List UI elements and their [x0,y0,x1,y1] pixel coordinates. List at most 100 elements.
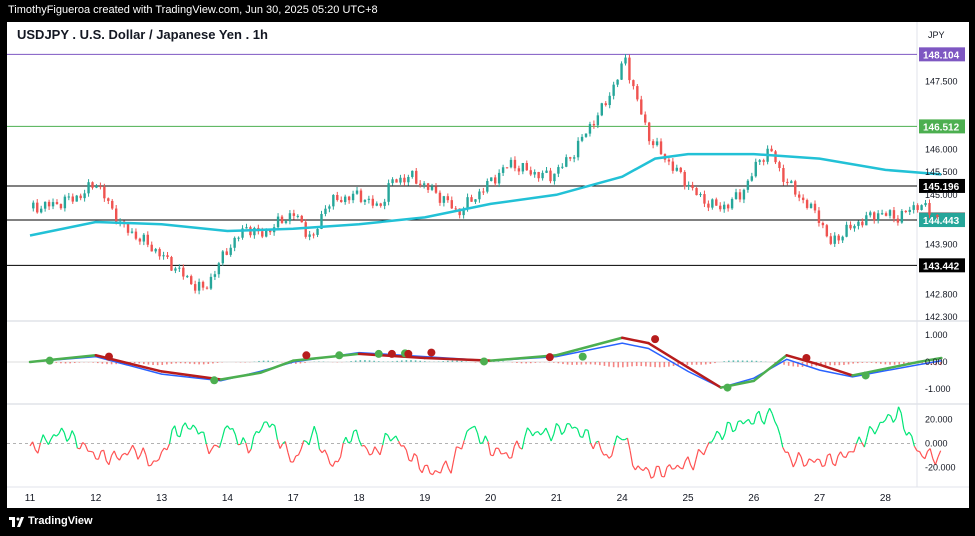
oscillator-segment [313,425,318,435]
candle-body [403,177,406,183]
cross-marker [545,353,554,362]
cross-marker [104,352,113,361]
oscillator-segment [42,434,47,441]
oscillator-segment [729,422,734,432]
candle-body [154,249,157,252]
candle-body [71,196,74,202]
candle-body [395,179,398,183]
oscillator-segment [53,434,57,437]
macd-histogram-bar [55,362,58,363]
chart-canvas[interactable]: 148.104146.512145.196144.443143.442144.4… [7,22,969,508]
oscillator-segment [111,450,115,456]
candle-body [253,227,256,236]
macd-histogram-bar [884,362,887,365]
macd-histogram-bar [373,360,375,362]
macd-histogram-bar [774,362,776,363]
candle-body [178,267,181,269]
candle-body [430,186,434,190]
macd-histogram-bar [870,362,873,363]
candle-body [900,210,904,223]
oscillator-segment [871,428,876,435]
candle-body [351,193,355,201]
candle-body [509,159,513,168]
candle-body [758,160,761,162]
axes: 11 12 13 14 17 18 19 20 21 24 25 26 27 28 142.300 142.8… [25,77,958,504]
macd-histogram-bar [405,360,408,362]
macd-histogram-bar [723,361,725,362]
macd-histogram-bar [479,362,481,363]
oscillator-segment [68,430,73,439]
candle-body [316,228,319,235]
oscillator-segment [316,434,321,450]
oscillator-segment [137,454,142,460]
candle-body [750,176,754,181]
oscillator-segment [503,452,507,455]
oscillator-segment [629,450,634,466]
oscillator-segment [261,421,265,429]
candle-body [454,208,457,210]
oscillator-segment [805,458,810,466]
price-axis-tick-label: 142.800 [925,289,958,299]
macd-histogram-bar [806,362,808,367]
candle-body [63,196,67,209]
macd-histogram-bar [364,360,366,362]
candle-body [482,191,485,193]
oscillator-segment [876,422,881,429]
cross-marker [427,348,436,357]
candle-body [379,203,382,206]
time-axis-tick-label: 25 [682,493,694,504]
oscillator-segment [29,441,34,447]
candle-body [221,251,224,264]
macd-histogram-bar [792,362,795,367]
candle-body [857,221,860,226]
oscillator-segment [71,430,76,437]
moving-average-line [29,152,942,237]
time-axis-tick-label: 13 [156,493,168,504]
oscillator-segment [905,431,910,436]
candle-body [565,157,568,167]
price-axis-tick-label: 143.900 [925,240,958,250]
oscillator-segment [113,450,118,458]
macd-histogram-bar [419,360,421,362]
oscillator-segment [432,470,436,475]
oscillator-segment [153,460,157,462]
candle-body [805,200,809,208]
oscillator-segment [187,427,191,430]
cross-marker [302,351,311,360]
candle-body [486,180,489,192]
candle-body [347,196,351,201]
cross-marker [374,349,383,358]
candle-body [557,167,560,174]
macd-histogram-bar [594,362,597,365]
oscillator-segment [379,444,384,456]
macd-histogram-bar [175,362,177,364]
candle-body [813,203,817,211]
candle-body [300,215,303,223]
candle-body [497,172,501,184]
candle-body [825,225,829,237]
candle-body [174,268,177,271]
candle-body [233,237,236,248]
oscillator-segment [526,427,531,432]
level-label: 143.442 [923,261,960,272]
candle-body [415,170,418,184]
chart-panel[interactable]: 148.104146.512145.196144.443143.442144.4… [7,22,969,508]
signal-line-segment [647,341,690,369]
oscillator-segment [571,426,576,429]
candle-body [241,228,244,238]
candle-body [407,176,410,183]
candle-body [490,177,493,181]
oscillator-segment [666,464,671,468]
oscillator-segment [256,430,260,434]
candle-body [383,201,386,206]
macd-histogram-bar [96,362,99,364]
price-axis-tick-label: 146.000 [925,145,958,155]
candle-body [821,222,825,226]
oscillator-segment [626,437,631,451]
candle-body [580,136,584,141]
candle-body [908,209,911,213]
oscillator-segment [855,436,860,444]
macd-histogram-bar [668,362,670,367]
macd-histogram-bar [838,362,841,366]
oscillator-segment [403,445,407,451]
